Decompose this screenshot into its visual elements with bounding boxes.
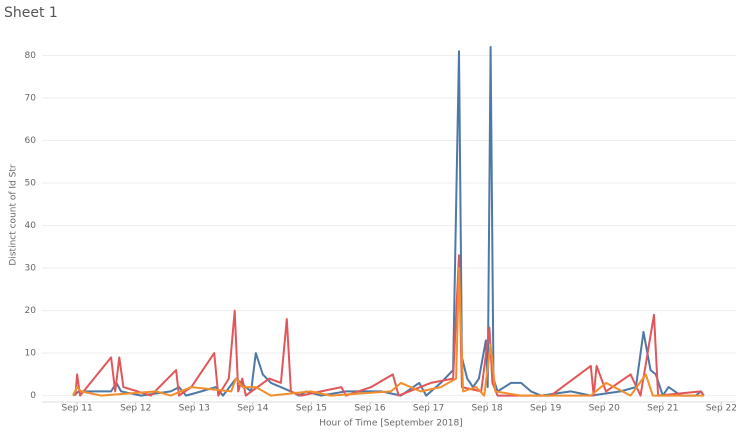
x-tick-label: Sep 20 [589,404,621,414]
x-tick-label: Sep 18 [471,404,503,414]
y-tick-label: 0 [30,391,36,401]
x-tick-label: Sep 22 [706,404,737,414]
x-tick-label: Sep 12 [120,404,151,414]
x-tick-label: Sep 16 [354,404,386,414]
series-line [72,46,705,397]
x-tick-label: Sep 13 [179,404,210,414]
y-tick-label: 10 [25,349,37,359]
y-tick-label: 30 [25,264,37,274]
series-line [72,267,704,397]
x-tick-label: Sep 14 [237,404,269,414]
x-tick-label: Sep 19 [530,404,562,414]
y-axis-label: Distinct count of Id Str [9,164,19,265]
x-tick-label: Sep 21 [647,404,678,414]
y-tick-label: 80 [25,51,37,61]
y-tick-label: 20 [25,306,37,316]
x-tick-label: Sep 11 [61,404,92,414]
x-tick-label: Sep 15 [296,404,327,414]
x-axis-label: Hour of Time [September 2018] [319,419,463,429]
series-line [74,254,705,397]
y-tick-label: 40 [25,221,37,231]
y-tick-label: 50 [25,179,37,189]
y-tick-label: 60 [25,136,37,146]
y-tick-label: 70 [25,94,37,104]
chart-title: Sheet 1 [4,5,58,21]
x-tick-label: Sep 17 [413,404,444,414]
